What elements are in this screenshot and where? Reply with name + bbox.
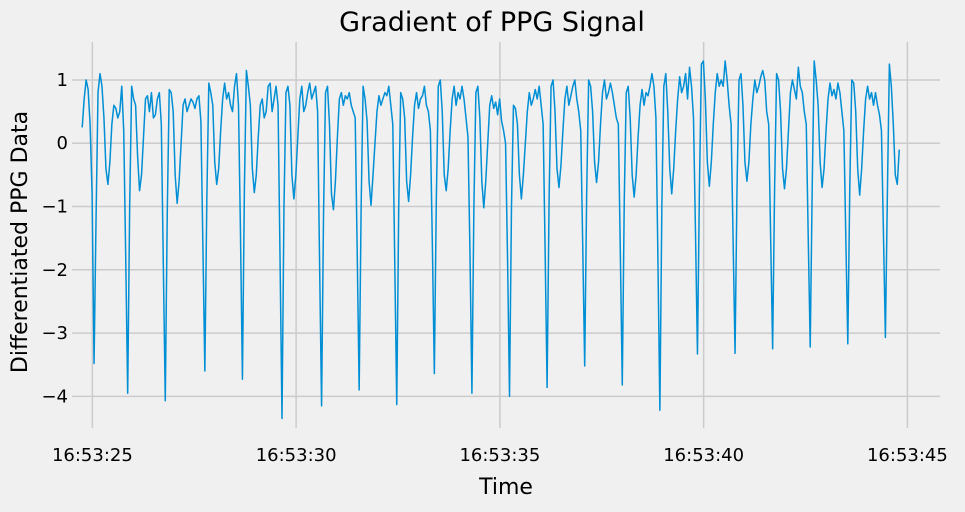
x-axis-label: Time [478, 475, 533, 500]
y-axis-ticks: −4 −3 −2 −1 0 1 [41, 70, 68, 407]
y-tick-label: −3 [41, 323, 68, 344]
y-tick-label: −2 [41, 260, 68, 281]
y-tick-label: 0 [57, 133, 68, 154]
x-axis-ticks: 16:53:25 16:53:30 16:53:35 16:53:40 16:53:45 [52, 445, 948, 466]
chart-title: Gradient of PPG Signal [339, 7, 645, 38]
x-tick-label: 16:53:30 [256, 445, 337, 466]
y-tick-label: −4 [41, 386, 68, 407]
y-tick-label: −1 [41, 197, 68, 218]
x-tick-label: 16:53:40 [663, 445, 744, 466]
x-tick-label: 16:53:45 [867, 445, 948, 466]
ppg-gradient-series-line [81, 60, 900, 420]
x-tick-label: 16:53:25 [52, 445, 133, 466]
y-tick-label: 1 [57, 70, 68, 91]
x-tick-label: 16:53:35 [459, 445, 540, 466]
y-axis-label: Differentiated PPG Data [8, 111, 33, 373]
series-layer [81, 60, 900, 420]
